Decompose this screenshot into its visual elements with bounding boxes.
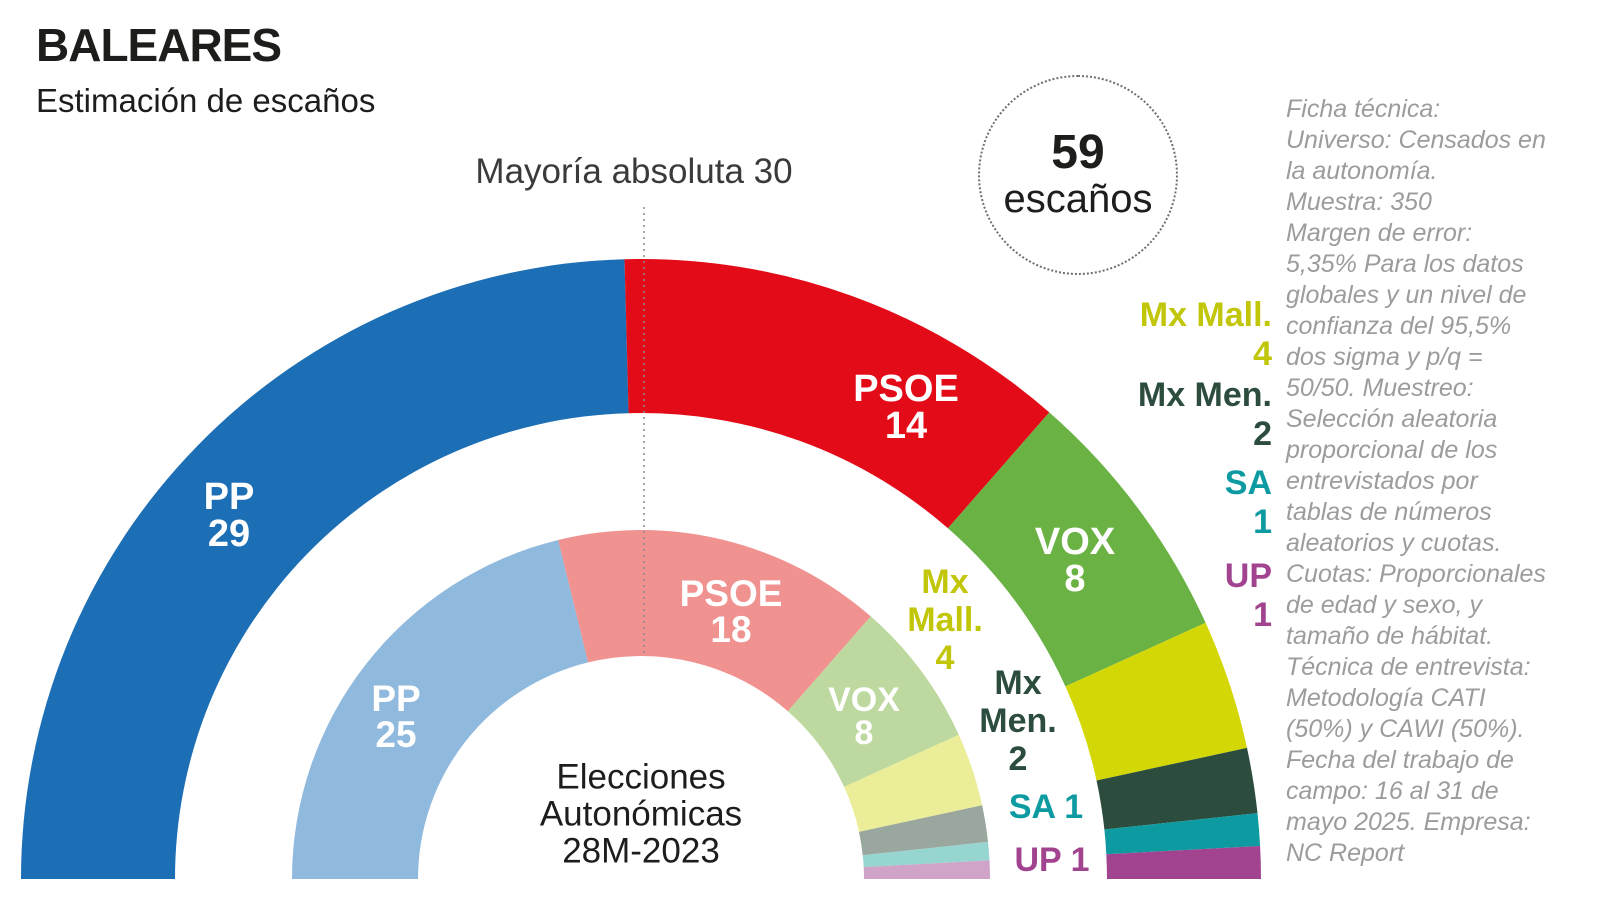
total-seats-badge: 59 escaños — [978, 75, 1178, 275]
total-seats-label: escaños — [1003, 177, 1153, 221]
majority-label: Mayoría absoluta 30 — [475, 152, 793, 191]
segment-estimation-mx-men — [1096, 747, 1258, 830]
label-estimation-sa: SA 1 — [1224, 464, 1272, 541]
label-election-2023-sa: SA 1 — [1008, 788, 1084, 826]
segment-election-2023-mx-mall — [844, 734, 983, 832]
segment-election-2023-pp — [292, 540, 589, 879]
label-estimation-vox: VOX 8 — [1034, 521, 1116, 600]
segment-estimation-mx-mall — [1065, 622, 1247, 781]
segment-election-2023-vox — [787, 616, 959, 787]
segment-estimation-sa — [1104, 813, 1261, 855]
segment-election-2023-psoe — [558, 530, 871, 712]
label-estimation-mx-mall: Mx Mall. 4 — [1139, 296, 1272, 373]
label-election-2023-pp: PP 25 — [371, 678, 421, 755]
label-election-2023-mx-mall: Mx Mall. 4 — [907, 563, 983, 677]
label-estimation-pp: PP 29 — [203, 476, 255, 555]
segment-election-2023-sa — [862, 841, 990, 868]
segment-estimation-vox — [947, 412, 1206, 687]
segment-estimation-pp — [21, 259, 629, 879]
inner-ring-caption: Elecciones Autonómicas 28M-2023 — [539, 757, 743, 871]
segment-election-2023-up — [863, 860, 990, 879]
label-estimation-mx-men: Mx Men. 2 — [1137, 376, 1272, 453]
label-election-2023-vox: VOX 8 — [828, 681, 900, 752]
total-seats-number: 59 — [1051, 126, 1105, 179]
label-estimation-psoe: PSOE 14 — [853, 368, 959, 447]
segment-estimation-psoe — [624, 258, 1050, 529]
technical-note: Ficha técnica: Universo: Censados en la … — [1286, 95, 1546, 867]
page-subtitle: Estimación de escaños — [36, 82, 376, 119]
label-election-2023-psoe: PSOE 18 — [679, 573, 783, 650]
segment-election-2023-mx-men — [859, 805, 988, 856]
page-title: BALEARES — [36, 19, 282, 71]
label-estimation-up: UP 1 — [1224, 557, 1272, 634]
label-election-2023-up: UP 1 — [1014, 841, 1090, 879]
label-election-2023-mx-men: Mx Men. 2 — [979, 664, 1057, 778]
segment-estimation-up — [1106, 846, 1261, 879]
